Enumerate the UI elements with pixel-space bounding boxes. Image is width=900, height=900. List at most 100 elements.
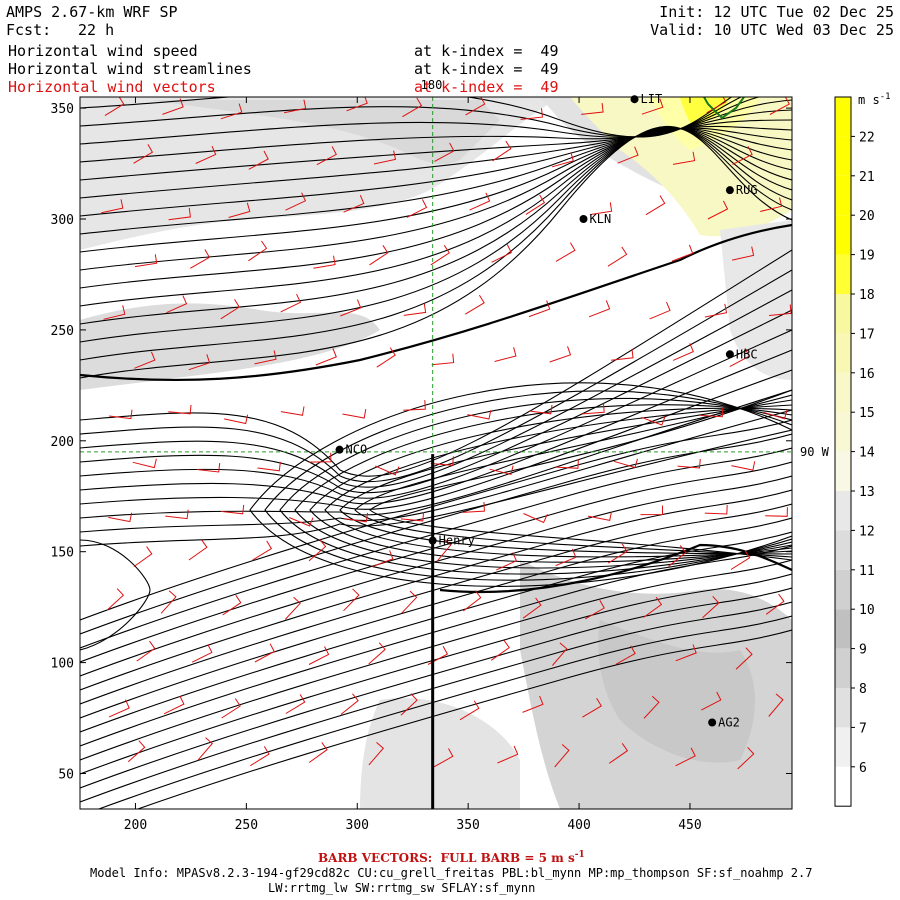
wind-barb (641, 98, 664, 115)
y-tick-label: 350 (51, 102, 74, 117)
wind-barb (494, 347, 517, 362)
wind-barb (523, 513, 548, 524)
y-tick-label: 150 (51, 546, 74, 561)
x-tick-label: 200 (124, 818, 147, 833)
wind-barb (402, 97, 423, 118)
wind-barb (254, 643, 275, 663)
wind-barb (248, 150, 269, 170)
model-info: Model Info: MPASv8.2.3-194-gf29cd82c CU:… (90, 866, 813, 880)
field-level-streamlines: at k-index = 49 (414, 60, 559, 78)
wind-barb (373, 150, 397, 165)
colorbar-swatch (835, 97, 851, 137)
wind-barb (649, 301, 671, 320)
wind-barb (554, 744, 570, 768)
streamline (80, 539, 151, 651)
wind-barb (737, 746, 755, 770)
wind-barb (607, 246, 628, 267)
wind-barb (497, 745, 519, 764)
wind-barb (134, 254, 158, 268)
station-dot (725, 186, 734, 195)
colorbar-label: 12 (859, 524, 875, 539)
streamline (80, 309, 792, 494)
wind-barb (344, 512, 369, 523)
colorbar-swatch (835, 530, 851, 570)
colorbar-swatch (835, 294, 851, 334)
wind-barb (609, 743, 629, 764)
wind-barb (735, 647, 753, 670)
streamline (80, 127, 792, 325)
colorbar-swatch (835, 569, 851, 610)
wind-barb (406, 199, 428, 218)
wind-barb (730, 549, 751, 570)
wind-barb (346, 97, 368, 112)
streamline (80, 125, 792, 217)
wind-barb (436, 538, 452, 563)
colorbar-label: 8 (859, 682, 867, 697)
wind-barb (372, 550, 394, 568)
colorbar-label: 9 (859, 643, 867, 658)
colorbar-swatch (835, 333, 851, 373)
colorbar-swatch (835, 451, 851, 491)
y-tick-label: 100 (51, 657, 74, 672)
forecast-label: Fcst: (6, 21, 52, 39)
wind-barb (675, 747, 696, 767)
wind-barb (168, 207, 191, 221)
colorbar-swatch (835, 175, 851, 216)
wind-barb (220, 103, 243, 120)
wind-barb (528, 300, 551, 318)
wind-barb (228, 202, 251, 218)
wind-barb (162, 98, 184, 115)
wind-barb (700, 407, 724, 418)
wind-barb (588, 511, 612, 521)
streamline (294, 404, 792, 569)
wind-barb (166, 295, 188, 314)
colorbar-label: 16 (859, 367, 875, 382)
y-tick-label: 250 (51, 324, 74, 339)
colorbar-label: 10 (859, 603, 875, 618)
colorbar-swatch (835, 766, 851, 807)
wind-barb (555, 548, 577, 567)
wind-barb (528, 404, 553, 415)
wind-barb (108, 699, 130, 718)
station-dot (579, 214, 588, 223)
wind-barb (220, 299, 240, 320)
wind-barb (704, 504, 728, 515)
wind-barb (731, 246, 755, 261)
colorbar-swatch (835, 491, 851, 531)
streamline (80, 128, 792, 253)
colorbar-label: 19 (859, 249, 875, 264)
speed-contour-fill (680, 97, 730, 126)
wind-barb (431, 353, 455, 366)
wind-barb (163, 695, 185, 715)
wind-barb (702, 595, 720, 619)
wind-barb (132, 458, 157, 469)
streamline (80, 269, 792, 483)
wind-barb (731, 461, 756, 471)
field-name-streamlines: Horizontal wind streamlines (8, 60, 252, 78)
wind-barb (376, 347, 396, 368)
parallel-label: 90 W (800, 445, 830, 459)
wind-barb (109, 409, 133, 420)
wind-barb (613, 458, 638, 469)
streamline (309, 407, 792, 563)
wind-barb (165, 509, 189, 520)
colorbar-label: 22 (859, 130, 875, 145)
streamline (80, 429, 792, 547)
wind-barb (285, 192, 307, 211)
wind-barb (343, 588, 360, 612)
wind-barb (582, 403, 605, 415)
wind-barb (611, 348, 634, 361)
streamline (80, 128, 792, 271)
streamline (324, 404, 792, 558)
y-tick-label: 200 (51, 435, 74, 450)
colorbar-swatch (835, 648, 851, 688)
wind-barb (520, 108, 543, 120)
wind-barb (250, 746, 270, 767)
wind-barb (552, 642, 568, 666)
wind-barb (489, 465, 514, 476)
wind-barb (400, 693, 418, 716)
streamline-bold (80, 223, 792, 382)
wind-barb (496, 552, 518, 571)
y-tick-label: 50 (58, 768, 74, 783)
speed-contour-fill (570, 97, 792, 237)
